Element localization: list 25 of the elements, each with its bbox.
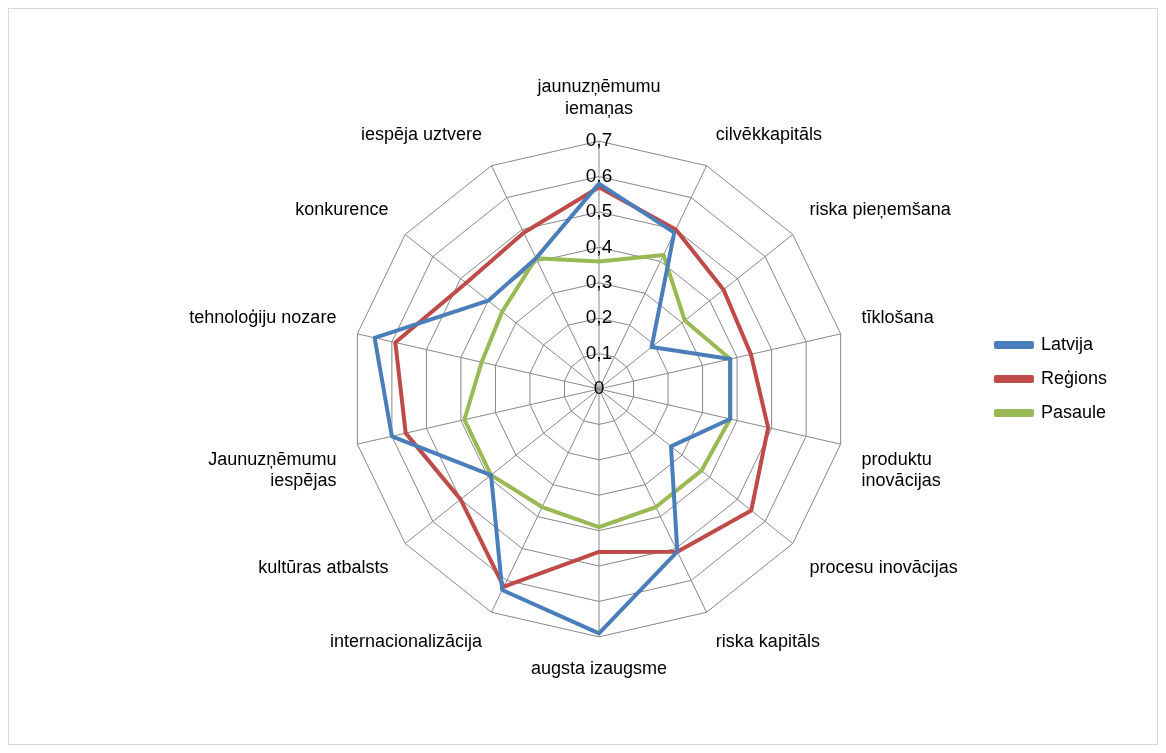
spoke-label: tīklošana — [861, 307, 935, 328]
legend-label: Reģions — [1040, 367, 1108, 388]
y-tick-label: 0,6 — [585, 164, 613, 186]
spoke-label: procesu inovācijas — [809, 556, 958, 577]
y-tick-label: 0,5 — [585, 200, 613, 222]
spoke-label: Jaunuzņēmumu iespējas — [208, 448, 337, 491]
legend-label: Pasaule — [1040, 401, 1107, 422]
y-tick-label: 0,3 — [585, 271, 613, 293]
spoke-label: konkurence — [295, 199, 389, 220]
spoke-label: produktu inovācijas — [861, 448, 941, 491]
spoke-label: riska kapitāls — [715, 631, 820, 652]
spoke-label: riska pieņemšana — [809, 199, 952, 220]
y-tick-label: 0,2 — [585, 306, 613, 328]
y-tick-label: 0,1 — [585, 341, 613, 363]
legend-label: Latvija — [1040, 333, 1094, 354]
spoke-label: iespēja uztvere — [361, 124, 483, 145]
spoke-label: kultūras atbalsts — [258, 556, 389, 577]
spoke-label: jaunuzņēmumu iemaņas — [536, 76, 661, 118]
spoke-label: tehnoloģiju nozare — [189, 307, 337, 328]
spoke-label: cilvēkkapitāls — [715, 124, 822, 145]
y-tick-label: 0,7 — [585, 129, 613, 151]
spoke-label: internacionalizācija — [330, 631, 484, 652]
y-tick-label: 0 — [593, 377, 605, 399]
y-tick-label: 0,4 — [585, 235, 613, 257]
spoke-label: augsta izaugsme — [530, 658, 668, 679]
